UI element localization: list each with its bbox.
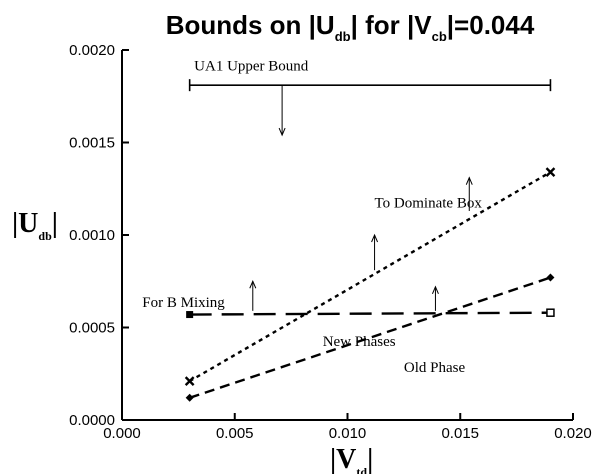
series-point-box [545, 167, 556, 177]
annotation-layer: UA1 Upper Bound To Dominate Box For B Mixi… [142, 58, 482, 376]
title-subscript: cb [432, 29, 447, 44]
series-line-mix [189, 311, 551, 316]
axis-label-text: |U [12, 208, 38, 239]
x-tick-label: 0.020 [554, 425, 592, 442]
axis-label-subscript: db [38, 229, 52, 243]
series-point-mix [546, 308, 555, 317]
series-point-mix [186, 311, 194, 319]
y-tick-label: 0.0010 [69, 227, 115, 244]
axis-label-subscript: td [356, 465, 367, 474]
series-point-old [546, 273, 555, 282]
axis-label-text: | [52, 208, 58, 239]
annotation-label: New Phases [323, 334, 396, 350]
arrow-head [431, 285, 439, 294]
title-subscript: db [335, 29, 351, 44]
series-line-box [189, 171, 552, 383]
axis-label-text: |V [330, 444, 356, 474]
arrow-head [278, 127, 286, 137]
title-text: | for |V [351, 10, 433, 40]
x-tick-label: 0.000 [103, 425, 141, 442]
y-axis-label: |Udb| [12, 208, 58, 243]
y-tick-label: 0.0015 [69, 135, 115, 152]
y-tick-label: 0.0000 [69, 412, 115, 429]
tick-layer: 0.000 0.005 0.010 0.015 0.020 0.0000 0.0005 0.0… [69, 42, 592, 442]
annotation-label: Old Phase [404, 360, 466, 376]
chart-title: Bounds on |Udb| for |Vcb|=0.044 [166, 10, 535, 44]
series-layer [184, 79, 556, 402]
axis-label-text: | [367, 444, 373, 474]
arrow-layer [249, 85, 473, 311]
x-tick-label: 0.005 [216, 425, 254, 442]
series-point-box [184, 376, 195, 386]
x-tick-label: 0.015 [441, 425, 479, 442]
annotation-label: For B Mixing [142, 295, 225, 311]
x-tick-label: 0.010 [329, 425, 367, 442]
axes [121, 50, 573, 421]
annotation-label: To Dominate Box [375, 195, 483, 211]
arrow-head [371, 233, 379, 243]
annotation-label: UA1 Upper Bound [194, 58, 309, 74]
x-axis-label: |Vtd| [330, 444, 373, 474]
arrow-head [465, 176, 473, 185]
y-tick-label: 0.0020 [69, 42, 115, 59]
title-text: Bounds on |U [166, 10, 335, 40]
series-point-old [185, 393, 194, 402]
title-text: |=0.044 [447, 10, 535, 40]
y-tick-label: 0.0005 [69, 320, 115, 337]
arrow-head [249, 279, 257, 289]
